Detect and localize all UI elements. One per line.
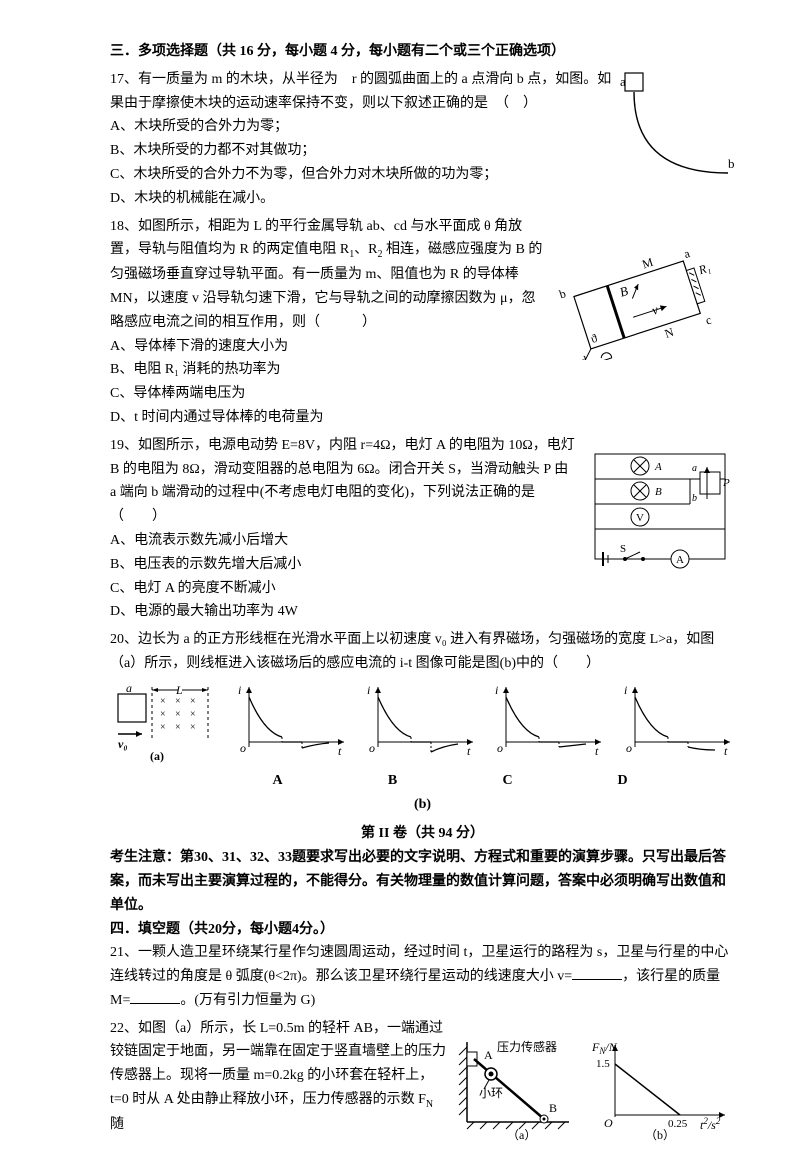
q17-label-b: b [728,156,735,171]
q20-stem: 20、边长为 a 的正方形线框在光滑水平面上以初速度 v₀ 进入有界磁场，匀强磁… [110,628,735,676]
question-17: a b 17、有一质量为 m 的木块，从半径为 r 的圆弧曲面上的 a 点滑向 … [110,68,735,211]
q19-figure: A B P a b V A S [585,444,735,574]
q18-option-b: B、电阻 R₁ 消耗的热功率为 [110,358,735,382]
q22-fig-a: A B 小环 压力传感器 （a） [449,1037,584,1142]
svg-text:o: o [626,741,632,755]
svg-text:×: × [175,722,181,733]
q20-option-d-graph: i o t [620,682,735,767]
svg-text:×: × [190,709,196,720]
svg-text:B: B [655,486,662,498]
question-20: 20、边长为 a 的正方形线框在光滑水平面上以初速度 v₀ 进入有界磁场，匀强磁… [110,628,735,816]
q18-figure: M N a c b d B v ϑ R₁ [555,245,735,360]
svg-text:d: d [579,353,589,360]
svg-text:t2/s2: t2/s2 [700,1116,721,1132]
blank-v [572,965,622,980]
q20-label-c: C [450,769,565,793]
section3-title: 三．多项选择题（共 16 分，每小题 4 分，每小题有二个或三个正确选项） [110,40,735,64]
svg-text:c: c [704,312,713,327]
svg-text:V: V [636,512,644,524]
q20-figures: a v₀ L × × × × × × × × × (a) [110,682,735,767]
svg-text:×: × [160,696,166,707]
q20-label-b: B [335,769,450,793]
svg-text:v₀: v₀ [118,737,128,751]
part2-notice: 考生注意：第30、31、32、33题要求写出必要的文字说明、方程式和重要的演算步… [110,846,735,917]
svg-text:（a）: （a） [507,1128,536,1142]
svg-text:A: A [484,1048,493,1062]
q20-fig-a: a v₀ L × × × × × × × × × (a) [110,682,220,767]
svg-text:×: × [190,696,196,707]
q17-label-a: a [620,74,626,89]
svg-text:（b）: （b） [645,1128,675,1142]
svg-text:o: o [497,741,503,755]
svg-text:B: B [549,1101,557,1115]
q20-label-a: A [220,769,335,793]
svg-text:a: a [682,245,692,260]
question-22: A B 小环 压力传感器 （a） O FN/N 1.5 0.25 [110,1017,735,1142]
blank-m [130,989,180,1004]
svg-text:×: × [190,722,196,733]
svg-text:N: N [663,324,676,340]
question-21: 21、一颗人造卫星环绕某行星作匀速圆周运动，经过时间 t，卫星运行的路程为 s，… [110,941,735,1012]
svg-text:小环: 小环 [479,1086,503,1100]
q20-option-b-graph: i o t [363,682,478,767]
svg-text:×: × [175,709,181,720]
svg-text:i: i [624,683,627,697]
question-18: M N a c b d B v ϑ R₁ 18、 [110,215,735,430]
part2-title: 第 II 卷（共 94 分） [110,822,735,846]
svg-text:L: L [175,683,183,697]
svg-text:i: i [495,683,498,697]
svg-text:o: o [369,741,375,755]
svg-text:A: A [676,554,684,566]
svg-text:b: b [558,286,568,301]
svg-text:压力传感器: 压力传感器 [497,1039,557,1054]
svg-text:i: i [367,683,370,697]
q17-figure: a b [620,68,735,188]
svg-text:×: × [160,709,166,720]
q17-option-d: D、木块的机械能在减小。 [110,187,735,211]
svg-text:M: M [640,254,655,271]
svg-text:P: P [722,477,730,489]
q20-label-d: D [565,769,680,793]
q19-option-d: D、电源的最大输出功率为 4W [110,600,735,624]
q19-option-c: C、电灯 A 的亮度不断减小 [110,577,735,601]
svg-text:t: t [338,744,342,758]
svg-text:t: t [595,744,599,758]
svg-text:(a): (a) [150,749,164,763]
q18-option-c: C、导体棒两端电压为 [110,382,735,406]
svg-text:1.5: 1.5 [596,1058,610,1070]
svg-text:a: a [692,463,697,474]
svg-text:b: b [692,493,697,504]
svg-text:i: i [238,683,241,697]
q20-fig-b-label: (b) [110,793,735,817]
section4-title: 四．填空题（共20分，每小题4分。） [110,918,735,942]
svg-text:o: o [240,741,246,755]
svg-text:A: A [654,461,662,473]
q22-fig-b: O FN/N 1.5 0.25 t2/s2 （b） [590,1037,735,1142]
svg-text:a: a [126,682,132,695]
q18-option-d: D、t 时间内通过导体棒的电荷量为 [110,406,735,430]
svg-text:O: O [604,1116,613,1130]
svg-text:t: t [724,744,728,758]
svg-text:×: × [175,696,181,707]
q20-option-c-graph: i o t [491,682,606,767]
svg-text:S: S [620,543,626,555]
svg-text:FN/N: FN/N [591,1040,618,1056]
question-19: A B P a b V A S 19、如图所示，电源电动势 E=8V，内阻 r=… [110,434,735,624]
svg-text:R₁: R₁ [696,260,712,277]
q20-option-a-graph: i o t [234,682,349,767]
svg-text:×: × [160,722,166,733]
svg-text:t: t [467,744,471,758]
